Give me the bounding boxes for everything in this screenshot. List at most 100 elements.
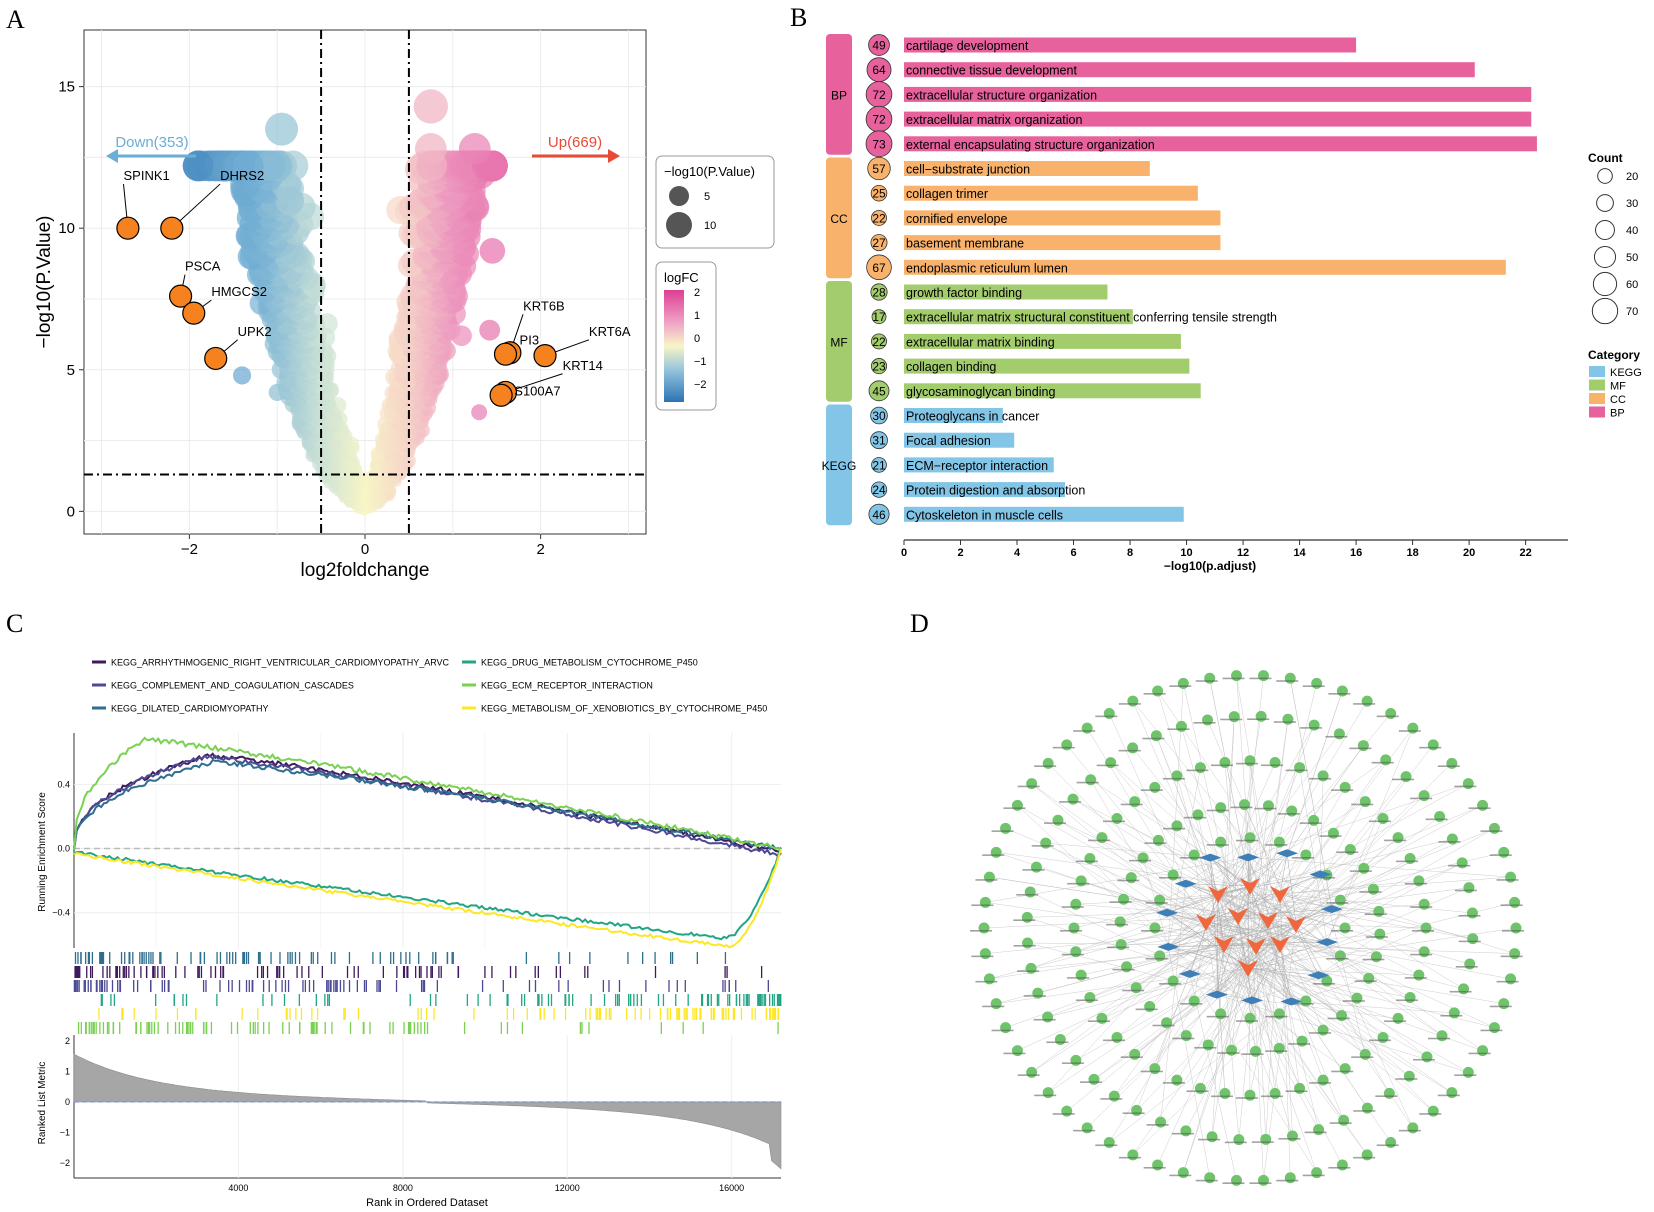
network-edge [1168, 893, 1219, 948]
network-edge [1205, 854, 1306, 923]
enrichment-bar [904, 309, 1133, 325]
network-edge [1247, 857, 1276, 1094]
count-bubble [868, 380, 890, 402]
mirna-node-caption [1206, 1015, 1229, 1018]
category-strip-label-cc: CC [830, 212, 848, 226]
mirna-node-caption [1109, 901, 1132, 903]
mirna-node [1296, 1035, 1308, 1047]
mirna-node [1336, 1010, 1348, 1022]
network-edge [1249, 885, 1292, 1002]
mirna-node [1061, 1105, 1073, 1117]
mirna-node [1250, 1045, 1262, 1057]
mirna-node-caption [1087, 839, 1110, 842]
mirna-node-caption [1376, 1144, 1399, 1147]
mirna-node-caption [1061, 953, 1084, 956]
mirna-node-caption [1195, 680, 1218, 682]
mirna-node-caption [1349, 870, 1372, 872]
mirna-node [1308, 814, 1320, 826]
count-bubble-label: 45 [872, 384, 886, 398]
mirna-node [1228, 711, 1240, 723]
mirna-node-caption [1398, 1129, 1421, 1132]
mirna-node [1300, 995, 1312, 1007]
category-legend-swatch [1589, 379, 1605, 391]
count-legend-circle [1597, 168, 1613, 184]
mirna-node-caption [1398, 730, 1421, 732]
count-legend-label: 30 [1626, 198, 1638, 210]
highlight-label-krt14: KRT14 [563, 358, 603, 373]
mirna-node-caption [1384, 1020, 1407, 1022]
network-edge [1249, 943, 1281, 1096]
network-edge [1027, 942, 1253, 1001]
network-edge [1217, 838, 1453, 895]
mirna-node-caption [1144, 842, 1167, 844]
mirna-node [1383, 1087, 1395, 1099]
mirna-node [1075, 875, 1087, 887]
mirna-node [1068, 922, 1080, 934]
mirna-node-caption [1186, 769, 1209, 772]
network-edge [1210, 857, 1269, 921]
mirna-node [1273, 836, 1285, 848]
count-bubble-label: 21 [872, 458, 886, 472]
network-edge [1279, 893, 1319, 976]
count-bubble [871, 309, 887, 325]
hub-gene-node [1208, 886, 1228, 903]
mirna-node-caption [1419, 1113, 1442, 1115]
mirna-node-caption [1489, 1005, 1512, 1008]
mirna-node [1219, 1087, 1231, 1099]
mirna-node [1464, 958, 1476, 970]
down-count-label: Down(353) [115, 134, 188, 151]
gsea-metric-y-axis-title: Ranked List Metric [37, 1062, 48, 1145]
network-edge [1120, 857, 1249, 923]
network-edge [1168, 946, 1306, 1002]
mirna-node-caption [970, 930, 992, 932]
mirna-node [1127, 742, 1139, 754]
volcano-y-axis-title: −log10(P.Value) [34, 216, 55, 349]
mrna-node [1199, 853, 1222, 862]
panel-label-b: B [790, 3, 807, 32]
network-edge [1320, 874, 1366, 1055]
mirna-node-caption [1437, 765, 1460, 767]
volcano-cutoff-lines [84, 30, 646, 534]
mirna-node [1032, 987, 1044, 999]
count-bubble [868, 34, 890, 56]
gsea-running-score-panel: 0.4 0.0 −0.4 [52, 733, 782, 949]
mirna-node [1026, 1066, 1038, 1078]
enrichment-term-label: extracellular structure organization [906, 88, 1097, 102]
mirna-node [983, 973, 995, 985]
mrna-node [1178, 969, 1201, 978]
mirna-node [1127, 695, 1139, 707]
enrichment-term-label: cell−substrate junction [906, 163, 1030, 177]
mirna-node [1498, 998, 1510, 1010]
hub-gene-node [1240, 878, 1260, 895]
mirna-node-caption [1458, 940, 1481, 943]
hub-gene-node [1286, 916, 1306, 933]
mirna-node-caption [1395, 1078, 1418, 1080]
mirna-node-caption [1146, 1124, 1169, 1126]
count-legend-title: Count [1588, 151, 1623, 165]
network-edge [1168, 893, 1281, 948]
mirna-node [1458, 983, 1470, 995]
mirna-node [1111, 813, 1123, 825]
mirna-node-caption [1353, 1156, 1376, 1159]
mirna-node-caption [1017, 1074, 1040, 1076]
volcano-highlighted-genes: SPINK1 DHRS2 PSCA HMGCS2 UPK2 KRT6B PI3 KRT6A KR… [116, 168, 631, 407]
network-edge [1279, 853, 1288, 895]
mirna-node [1509, 948, 1521, 960]
mirna-node [1434, 811, 1446, 823]
network-edge [1237, 888, 1374, 917]
mirna-node [1420, 922, 1432, 934]
mirna-node-caption [1392, 778, 1415, 781]
mirna-node-caption [1376, 715, 1399, 718]
network-edge [1168, 783, 1469, 948]
mirna-node [1125, 872, 1137, 884]
network-edge [1183, 967, 1249, 1173]
mirna-node-caption [1106, 923, 1129, 926]
mirna-node-caption [1328, 1166, 1351, 1169]
mirna-node-caption [1291, 1003, 1314, 1005]
network-edge [1237, 908, 1332, 917]
mirna-node [1021, 911, 1033, 923]
mirna-node [1000, 1022, 1012, 1034]
mirna-node-caption [1013, 944, 1036, 947]
enrichment-x-tick-label: 4 [1014, 547, 1021, 559]
network-edge [1176, 775, 1225, 945]
